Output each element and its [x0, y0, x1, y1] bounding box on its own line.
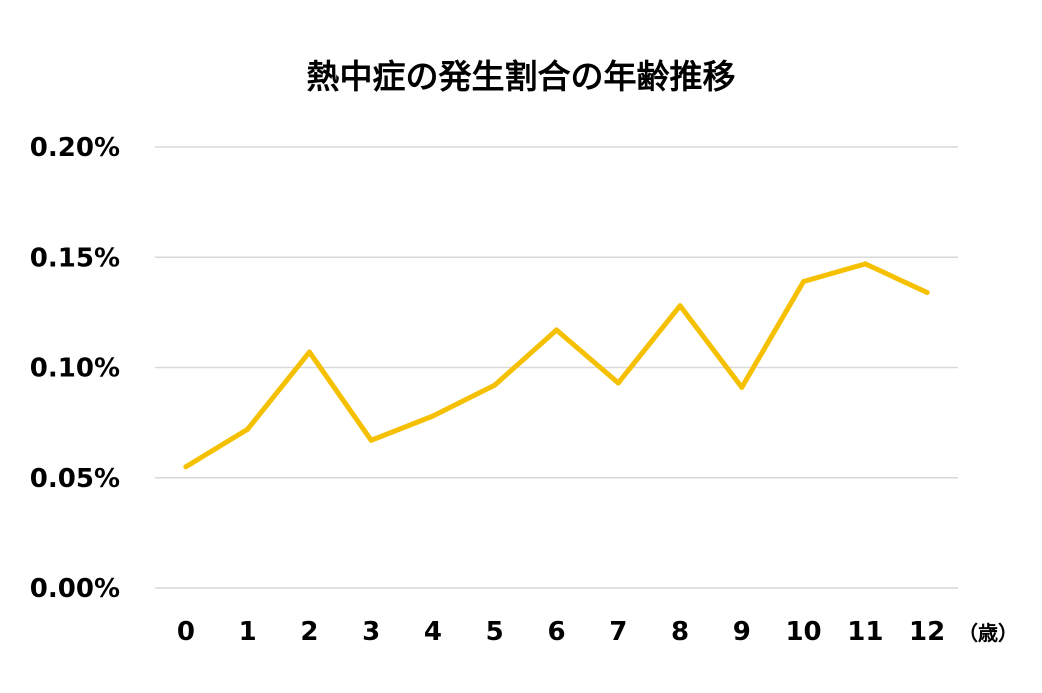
x-tick-label: 7	[609, 617, 627, 647]
data-point	[862, 261, 868, 267]
x-tick-label: 9	[733, 617, 751, 647]
x-tick-label: 2	[300, 617, 318, 647]
data-point	[492, 382, 498, 388]
x-axis-unit: （歳）	[958, 621, 1018, 645]
data-point	[368, 437, 374, 443]
x-tick-label: 4	[424, 617, 442, 647]
y-tick-label: 0.05%	[30, 464, 120, 494]
y-tick-label: 0.20%	[30, 133, 120, 163]
data-point	[306, 349, 312, 355]
x-axis-ticks: 0 1 2 3 4 5 6 7 8 9 10 11 12	[177, 617, 945, 647]
x-tick-label: 12	[909, 617, 945, 647]
x-tick-label: 0	[177, 617, 195, 647]
x-tick-label: 3	[362, 617, 380, 647]
data-point	[430, 413, 436, 419]
x-tick-label: 10	[785, 617, 821, 647]
x-tick-label: 6	[547, 617, 565, 647]
x-tick-label: 8	[671, 617, 689, 647]
y-tick-label: 0.10%	[30, 354, 120, 384]
data-point	[677, 303, 683, 309]
series-line	[183, 261, 930, 470]
x-tick-label: 1	[239, 617, 257, 647]
data-point	[924, 290, 930, 296]
data-point	[801, 279, 807, 285]
y-tick-label: 0.00%	[30, 574, 120, 604]
y-tick-label: 0.15%	[30, 243, 120, 273]
y-axis-ticks: 0.00% 0.05% 0.10% 0.15% 0.20%	[30, 133, 120, 604]
series-layer	[183, 261, 930, 470]
data-point	[183, 464, 189, 470]
data-point	[739, 384, 745, 390]
gridlines	[155, 146, 958, 589]
chart-title: 熱中症の発生割合の年齢推移	[307, 57, 736, 96]
data-point	[615, 380, 621, 386]
x-tick-label: 5	[486, 617, 504, 647]
data-point	[245, 426, 251, 432]
x-tick-label: 11	[847, 617, 883, 647]
data-point	[554, 327, 559, 333]
